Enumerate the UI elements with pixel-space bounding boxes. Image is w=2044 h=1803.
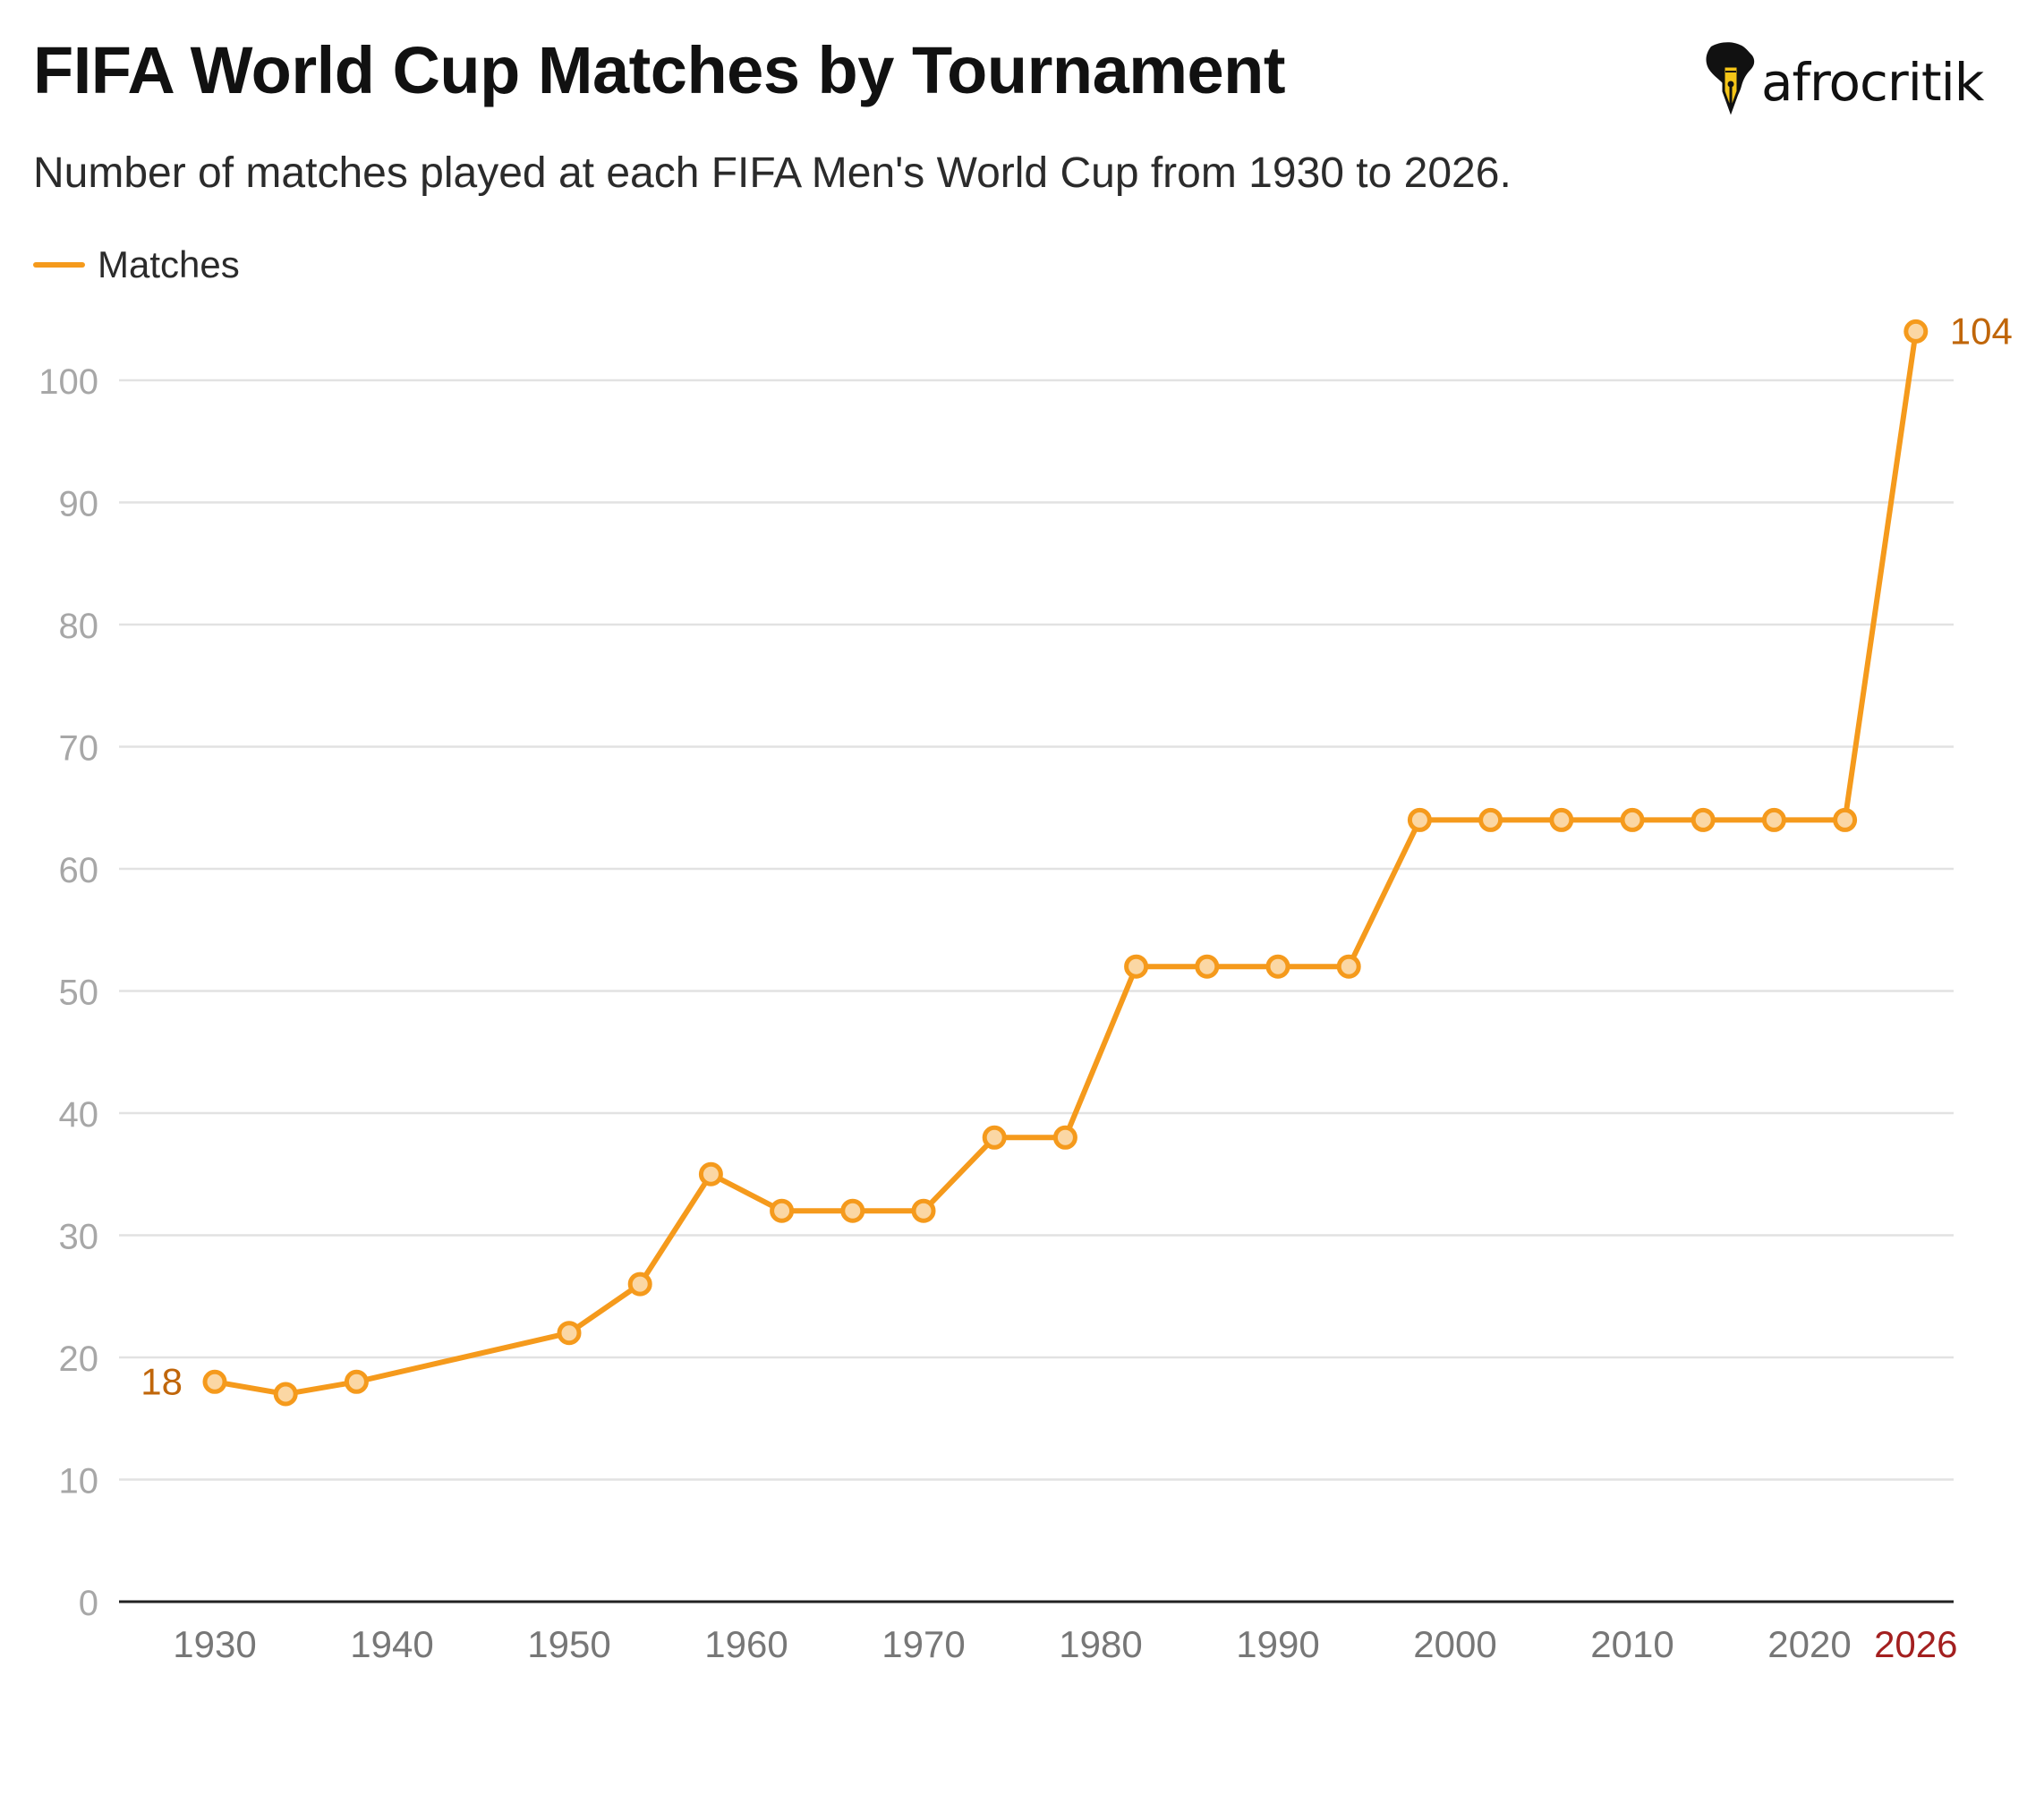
data-point	[1052, 1125, 1077, 1150]
x-tick-label: 2020	[1767, 1623, 1851, 1665]
data-point	[840, 1198, 865, 1223]
x-tick-label: 1940	[350, 1623, 433, 1665]
africa-pen-nib-icon	[1706, 42, 1755, 115]
legend: Matches	[33, 243, 240, 286]
x-tick-label: 1990	[1236, 1623, 1319, 1665]
x-tick-label: 2010	[1590, 1623, 1674, 1665]
y-tick-label: 0	[79, 1584, 98, 1623]
x-axis-ticks: 1930 1940 1950 1960 1970 1980 1990 2000 2010 2020…	[173, 1623, 1957, 1665]
data-label: 104	[1950, 310, 2013, 352]
x-tick-label: 1980	[1059, 1623, 1142, 1665]
x-tick-label: 1930	[173, 1623, 256, 1665]
data-point	[698, 1161, 723, 1186]
y-tick-label: 70	[59, 729, 99, 769]
data-point	[1761, 807, 1786, 832]
data-point	[1407, 807, 1432, 832]
y-tick-label: 100	[38, 362, 98, 402]
data-point	[1549, 807, 1574, 832]
y-tick-label: 30	[59, 1218, 99, 1257]
data-point	[202, 1369, 227, 1394]
data-point	[982, 1125, 1007, 1150]
data-point	[344, 1369, 369, 1394]
x-tick-label: 2000	[1413, 1623, 1496, 1665]
x-tick-label: 1960	[704, 1623, 788, 1665]
data-point	[1265, 954, 1290, 979]
data-point	[1833, 807, 1858, 832]
chart-title: FIFA World Cup Matches by Tournament	[33, 33, 1286, 107]
chart-subtitle: Number of matches played at each FIFA Me…	[33, 149, 1512, 197]
logo-text: afrocritik	[1761, 52, 1984, 113]
y-tick-label: 90	[59, 485, 99, 524]
data-point	[557, 1321, 582, 1346]
data-markers	[202, 319, 1929, 1407]
x-tick-label-highlighted: 2026	[1874, 1623, 1957, 1665]
y-tick-label: 40	[59, 1095, 99, 1135]
data-point	[1336, 954, 1361, 979]
data-point	[770, 1198, 795, 1223]
data-point	[1691, 807, 1716, 832]
data-point	[1124, 954, 1149, 979]
data-label: 18	[141, 1360, 183, 1402]
y-tick-label: 80	[59, 607, 99, 646]
y-axis-ticks: 0 10 20 30 40 50 60 70 80 90 100	[38, 362, 98, 1623]
data-point	[627, 1271, 652, 1297]
x-tick-label: 1950	[527, 1623, 610, 1665]
x-tick-label: 1970	[881, 1623, 965, 1665]
afrocritik-logo: afrocritik	[1699, 39, 1984, 125]
legend-label: Matches	[98, 243, 240, 285]
data-point	[911, 1198, 936, 1223]
data-point	[273, 1382, 298, 1407]
y-tick-label: 60	[59, 851, 99, 890]
y-tick-label: 50	[59, 974, 99, 1013]
data-point	[1620, 807, 1645, 832]
legend-swatch	[33, 262, 85, 268]
data-point	[1903, 319, 1929, 344]
y-tick-label: 10	[59, 1462, 99, 1501]
grid-layer	[119, 378, 1954, 1481]
data-point	[1478, 807, 1503, 832]
data-annotations: 18 104	[141, 310, 2013, 1402]
data-point	[1195, 954, 1220, 979]
y-tick-label: 20	[59, 1339, 99, 1379]
